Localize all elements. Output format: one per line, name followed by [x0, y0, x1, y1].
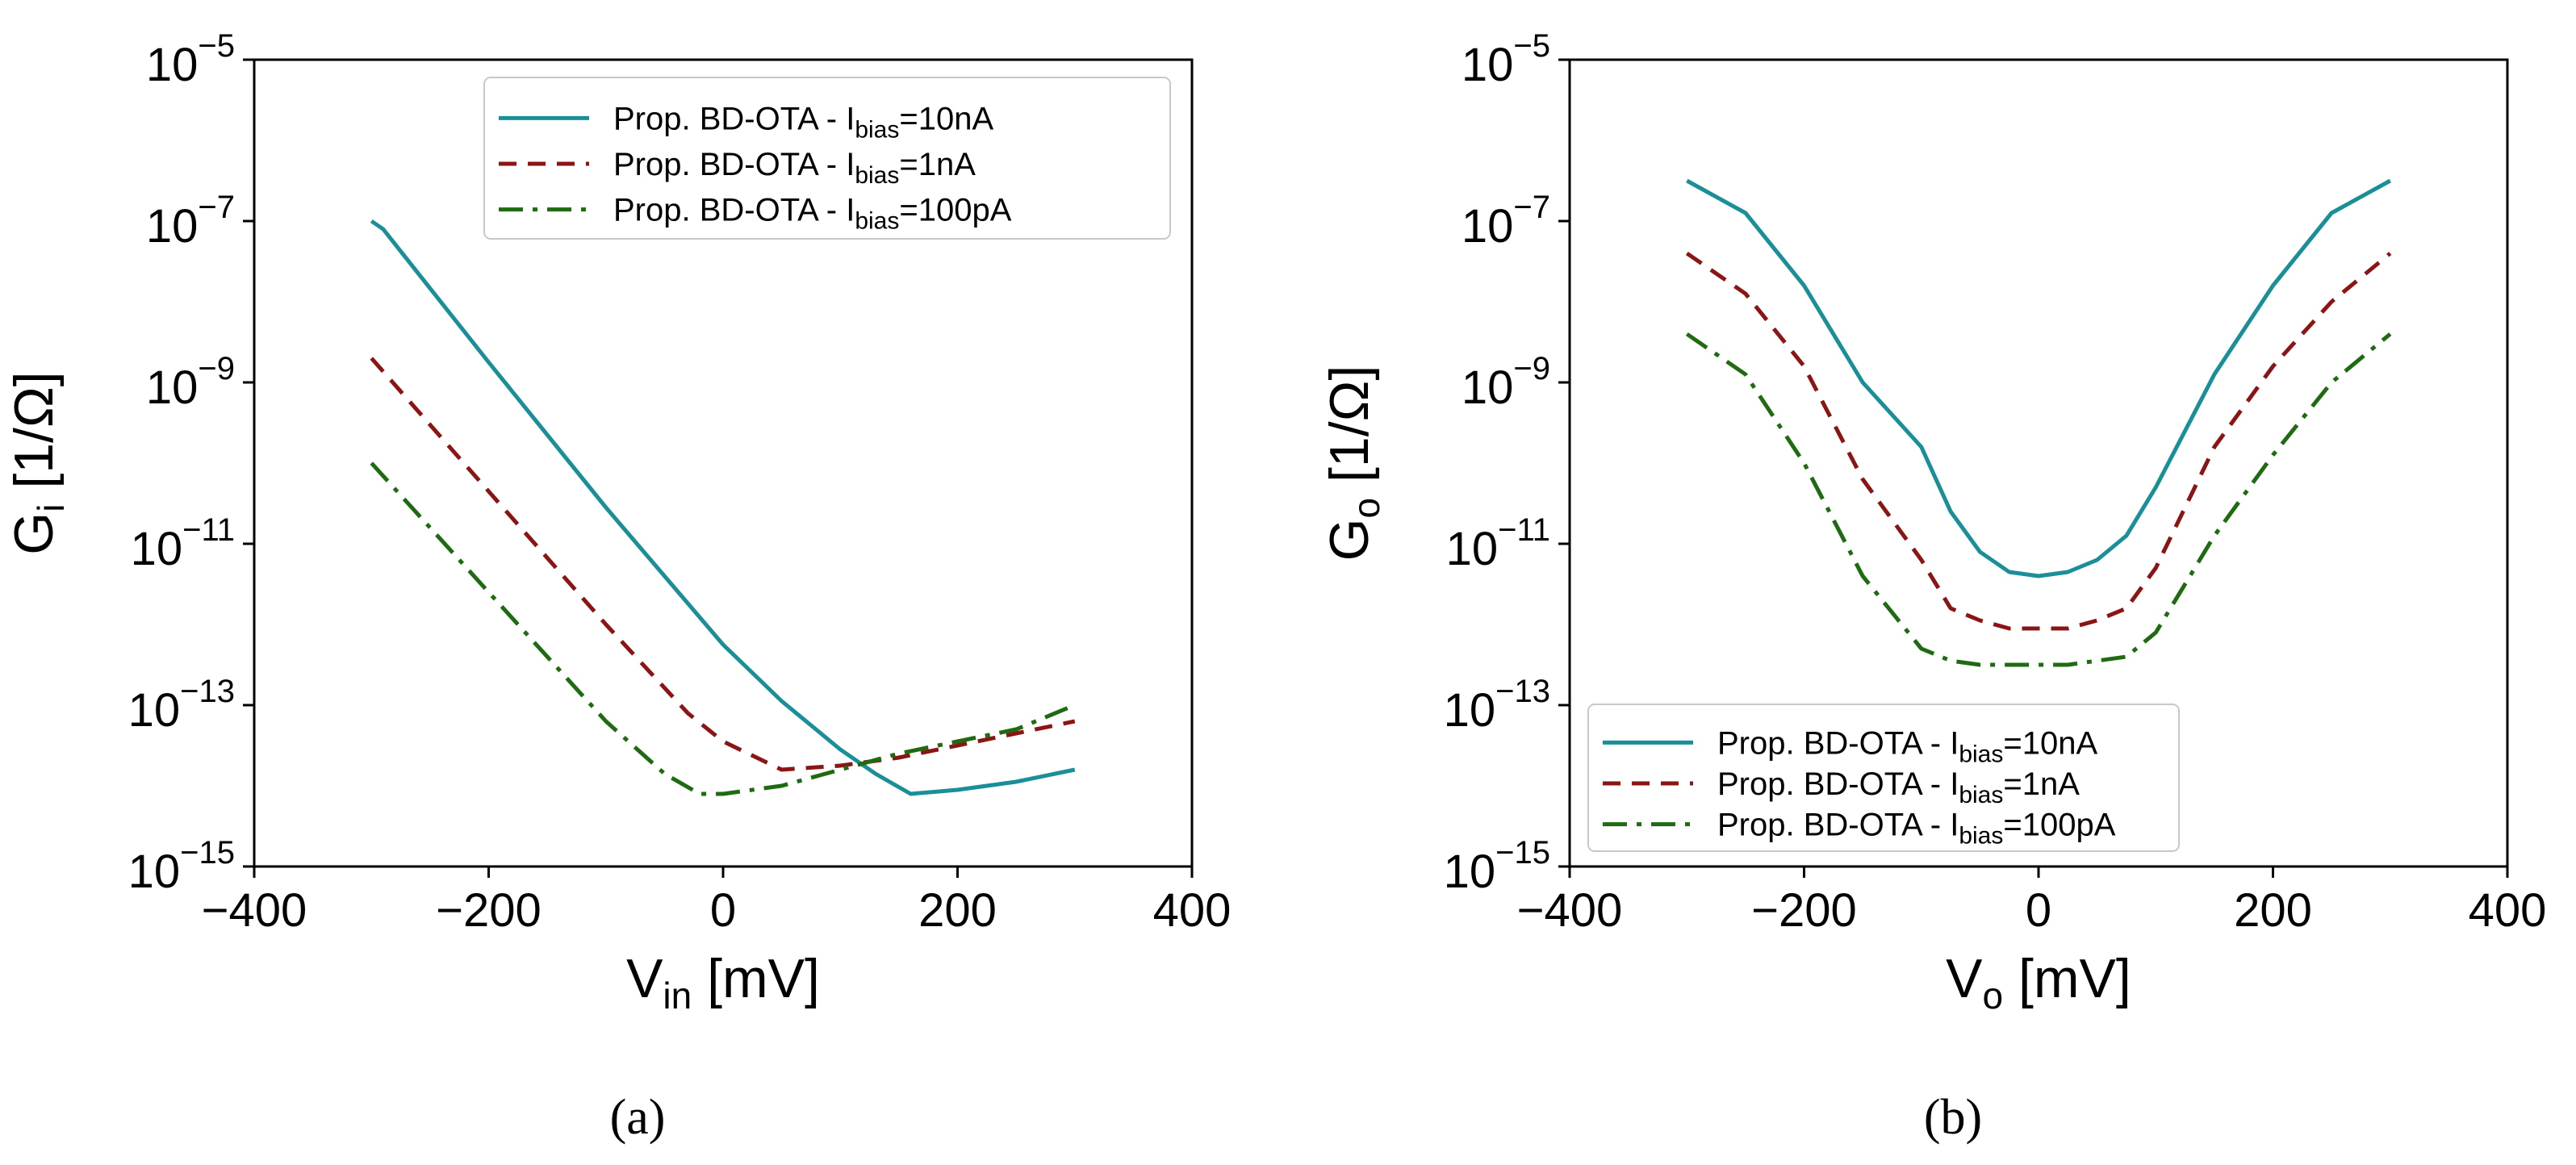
series-line-10na: [1686, 178, 2392, 578]
y-tick-label: 10−7: [146, 190, 235, 253]
series-line-100pa: [370, 461, 1076, 796]
x-tick-label: 0: [710, 884, 736, 937]
y-tick-label: 10−9: [146, 351, 235, 414]
legend-box: [483, 77, 1171, 240]
legend-box: [1587, 704, 2180, 852]
x-tick-label: −400: [202, 884, 307, 937]
y-tick-label: 10−7: [1462, 190, 1550, 253]
series-line-1na: [370, 357, 1076, 772]
y-tick-label: 10−11: [1446, 512, 1550, 575]
y-tick-label: 10−15: [128, 835, 235, 898]
legend-label: Prop. BD-OTA - Ibias=100pA: [613, 193, 1012, 235]
y-tick-label: 10−5: [146, 28, 235, 91]
panel-label-a: (a): [610, 1090, 666, 1145]
x-tick-label: −400: [1517, 884, 1623, 937]
x-tick-label: 0: [2026, 884, 2051, 937]
series-line-100pa: [1685, 332, 2392, 667]
y-axis-label: Gi [1/Ω]: [3, 371, 72, 554]
legend-label: Prop. BD-OTA - Ibias=1nA: [613, 147, 976, 189]
y-tick-label: 10−13: [128, 674, 235, 737]
y-axis-label: Go [1/Ω]: [1319, 365, 1387, 562]
x-tick-label: −200: [436, 884, 542, 937]
y-tick-label: 10−5: [1462, 28, 1550, 91]
chart-b: −400 −200 0 200 400 10−5 10−7 10−9 10−11 10−13 10−…: [1319, 28, 2546, 1017]
x-tick-label: 200: [918, 884, 997, 937]
legend-label: Prop. BD-OTA - Ibias=10nA: [1717, 725, 2097, 767]
y-tick-label: 10−15: [1444, 835, 1550, 898]
y-tick-label: 10−13: [1444, 674, 1550, 737]
y-tick-label: 10−9: [1462, 351, 1550, 414]
chart-a: −400 −200 0 200 400 10−5 10−7 10−9 10−11 10−13 10−…: [3, 28, 1231, 1017]
panel-label-b: (b): [1924, 1090, 1982, 1145]
legend-label: Prop. BD-OTA - Ibias=1nA: [1717, 766, 2080, 808]
x-axis-label: Vin [mV]: [626, 948, 820, 1017]
legend-label: Prop. BD-OTA - Ibias=10nA: [613, 101, 993, 143]
x-tick-label: 200: [2234, 884, 2312, 937]
x-tick-label: 400: [2469, 884, 2547, 937]
x-tick-label: 400: [1153, 884, 1232, 937]
series-line-1na: [1685, 251, 2392, 631]
legend-label: Prop. BD-OTA - Ibias=100pA: [1717, 808, 2116, 850]
x-axis-label: Vo [mV]: [1946, 948, 2131, 1017]
series-line-10na: [370, 219, 1076, 796]
y-tick-label: 10−11: [131, 512, 235, 575]
x-tick-label: −200: [1751, 884, 1857, 937]
